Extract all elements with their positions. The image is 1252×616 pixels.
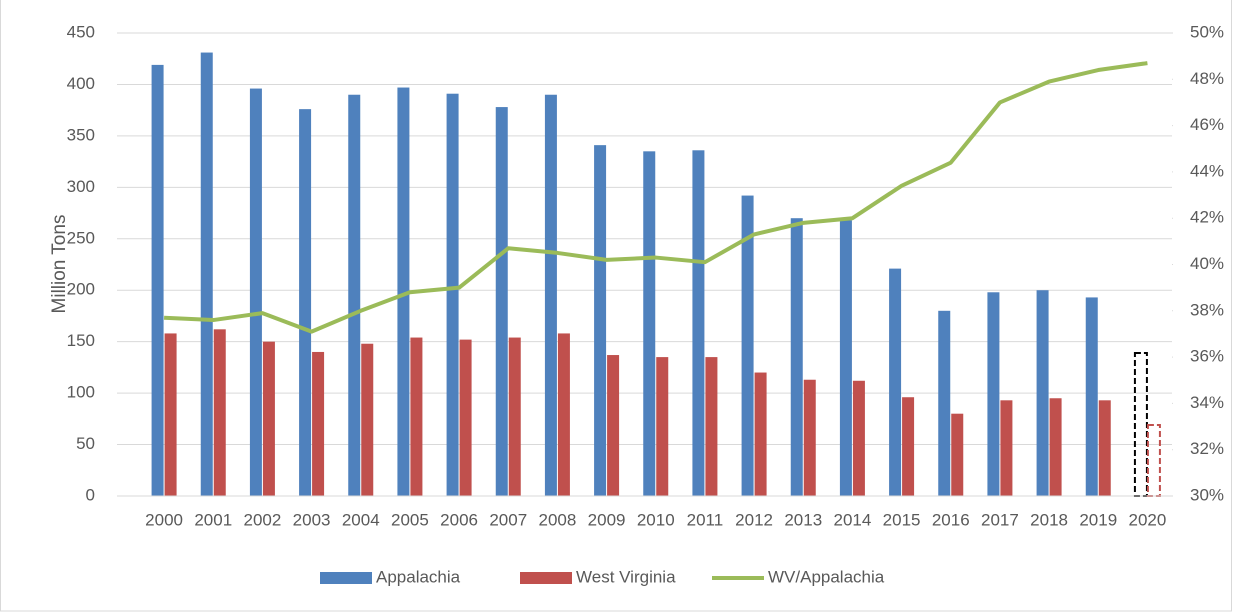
y2-tick-label: 46% — [1190, 115, 1224, 134]
y-tick-label: 50 — [76, 434, 95, 453]
bar — [803, 379, 816, 496]
x-tick-label: 2019 — [1079, 510, 1117, 529]
x-tick-label: 2002 — [244, 510, 282, 529]
y-tick-label: 100 — [67, 383, 95, 402]
bar — [951, 413, 964, 496]
bar — [607, 355, 620, 496]
y2-tick-label: 50% — [1190, 22, 1224, 41]
y2-tick-label: 38% — [1190, 300, 1224, 319]
bar — [1000, 400, 1013, 496]
bar — [249, 88, 262, 496]
x-tick-label: 2012 — [735, 510, 773, 529]
bar — [557, 333, 570, 496]
bar — [1085, 297, 1098, 496]
y2-tick-label: 30% — [1190, 485, 1224, 504]
y2-tick-label: 44% — [1190, 161, 1224, 180]
bar — [839, 220, 852, 496]
bar — [312, 351, 325, 496]
bar — [410, 337, 423, 496]
bar — [741, 195, 754, 496]
y-tick-label: 450 — [67, 22, 95, 41]
x-tick-label: 2004 — [342, 510, 380, 529]
bar — [213, 329, 226, 496]
bar — [1133, 351, 1148, 497]
bar — [544, 94, 557, 496]
y2-tick-label: 48% — [1190, 69, 1224, 88]
bar — [1098, 400, 1111, 496]
bar — [643, 151, 656, 497]
chart-border — [0, 0, 1232, 612]
bar — [397, 87, 410, 496]
bar — [508, 337, 521, 496]
y-tick-label: 350 — [67, 125, 95, 144]
bar — [889, 268, 902, 496]
y-tick-label: 200 — [67, 280, 95, 299]
y-tick-label: 400 — [67, 74, 95, 93]
bar — [459, 339, 472, 496]
y-tick-label: 300 — [67, 177, 95, 196]
x-tick-label: 2013 — [784, 510, 822, 529]
bar — [594, 145, 607, 496]
x-tick-label: 2020 — [1129, 510, 1167, 529]
bar — [902, 397, 915, 496]
bar — [200, 52, 213, 496]
bar — [656, 357, 669, 496]
x-tick-label: 2007 — [489, 510, 527, 529]
legend-label: WV/Appalachia — [768, 567, 885, 586]
bar — [754, 372, 767, 496]
legend-label: Appalachia — [376, 567, 461, 586]
y-tick-label: 250 — [67, 228, 95, 247]
bar — [1146, 424, 1161, 497]
x-tick-label: 2003 — [293, 510, 331, 529]
bar — [705, 357, 718, 496]
bar — [790, 218, 803, 496]
y-axis-label: Million Tons — [49, 215, 70, 314]
y-tick-label: 0 — [86, 485, 95, 504]
x-tick-label: 2017 — [981, 510, 1019, 529]
bar — [1049, 398, 1062, 496]
x-tick-label: 2009 — [588, 510, 626, 529]
bar — [262, 341, 275, 496]
x-tick-label: 2006 — [440, 510, 478, 529]
bar — [348, 94, 361, 496]
bar — [446, 93, 459, 497]
y2-tick-label: 36% — [1190, 347, 1224, 366]
y2-tick-label: 40% — [1190, 254, 1224, 273]
bar — [299, 109, 312, 496]
bar — [1036, 290, 1049, 496]
bar — [151, 64, 164, 496]
bar — [987, 292, 1000, 496]
legend-swatch — [320, 572, 372, 584]
bar — [852, 380, 865, 496]
x-tick-label: 2015 — [883, 510, 921, 529]
y2-tick-label: 32% — [1190, 439, 1224, 458]
legend-swatch — [520, 572, 572, 584]
x-tick-label: 2005 — [391, 510, 429, 529]
bar — [495, 107, 508, 496]
legend-label: West Virginia — [576, 567, 676, 586]
x-tick-label: 2000 — [145, 510, 183, 529]
x-tick-label: 2001 — [194, 510, 232, 529]
line — [163, 61, 1148, 334]
bar — [692, 150, 705, 496]
x-tick-label: 2010 — [637, 510, 675, 529]
y2-tick-label: 34% — [1190, 393, 1224, 412]
y-tick-label: 150 — [67, 331, 95, 350]
x-tick-label: 2008 — [539, 510, 577, 529]
x-tick-label: 2018 — [1030, 510, 1068, 529]
bar — [938, 310, 951, 496]
x-tick-label: 2016 — [932, 510, 970, 529]
bar — [361, 343, 374, 496]
x-tick-label: 2011 — [687, 510, 724, 529]
bar — [164, 333, 177, 496]
y2-tick-label: 42% — [1190, 208, 1224, 227]
x-tick-label: 2014 — [834, 510, 872, 529]
